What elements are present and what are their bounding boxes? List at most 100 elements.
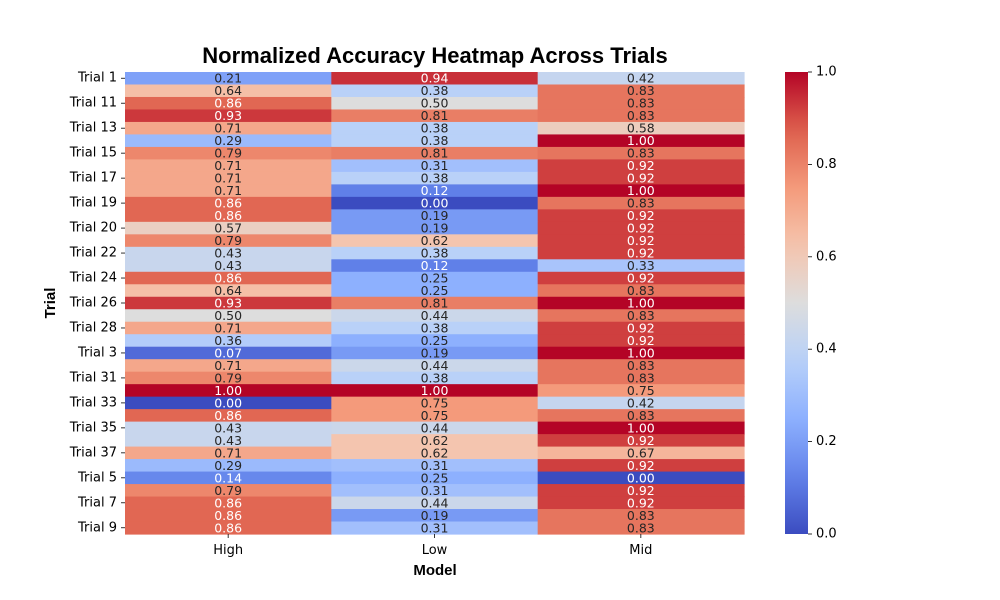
cell-value-label: 0.36 (214, 333, 242, 348)
cell-value-label: 0.00 (214, 395, 242, 410)
heatmap-cell (537, 471, 745, 485)
cell-value-label: 0.44 (421, 308, 449, 323)
heatmap-cell (125, 484, 332, 498)
cell-value-label: 0.92 (627, 495, 655, 510)
heatmap-cell (537, 359, 745, 373)
heatmap-cell (537, 171, 745, 185)
heatmap-cell (331, 321, 539, 335)
cell-value-label: 0.92 (627, 208, 655, 223)
heatmap-cell (125, 471, 332, 485)
cell-value-label: 0.92 (627, 458, 655, 473)
heatmap-cell (331, 359, 539, 373)
cell-value-label: 0.86 (214, 495, 242, 510)
x-tick-label: Mid (629, 543, 652, 558)
colorbar-tick-label: 0.4 (816, 342, 837, 357)
cell-value-label: 0.07 (214, 345, 242, 360)
cell-value-label: 0.38 (421, 370, 449, 385)
colorbar-ticks: 0.0 0.2 0.4 0.6 0.8 1.0 (808, 65, 837, 542)
cell-value-label: 0.79 (214, 233, 242, 248)
heatmap-cell (125, 459, 332, 473)
heatmap-cell (537, 134, 745, 148)
heatmap-cell (125, 146, 332, 161)
cell-value-label: 1.00 (627, 296, 655, 311)
heatmap-cell (125, 209, 332, 223)
heatmap-cell (331, 421, 539, 435)
heatmap-cell (331, 284, 539, 298)
y-tick-label: Trial 37 (69, 445, 117, 460)
x-axis-label: Model (413, 562, 456, 579)
heatmap-cell (331, 434, 539, 448)
heatmap-cell (537, 146, 745, 161)
cell-value-label: 0.57 (214, 221, 242, 236)
y-tick-label: Trial 20 (69, 221, 117, 236)
cell-value-label: 0.38 (421, 320, 449, 335)
heatmap-cell (125, 359, 332, 373)
cell-value-label: 0.86 (214, 196, 242, 211)
cell-value-label: 0.75 (421, 395, 449, 410)
heatmap-cell (125, 259, 332, 273)
cell-value-label: 0.83 (627, 370, 655, 385)
heatmap-cell (537, 484, 745, 498)
cell-value-label: 0.71 (214, 183, 242, 198)
heatmap-cell (331, 196, 539, 210)
heatmap-cell (331, 346, 539, 360)
cell-value-label: 0.81 (421, 146, 449, 161)
y-tick-label: Trial 24 (69, 271, 117, 286)
heatmap-cell (125, 421, 332, 435)
y-tick-label: Trial 31 (69, 370, 117, 385)
heatmap-cell (537, 259, 745, 273)
heatmap-cell (331, 409, 539, 423)
heatmap-cell (125, 309, 332, 323)
cell-value-label: 0.79 (214, 146, 242, 161)
cell-value-label: 0.64 (214, 83, 242, 98)
heatmap-cell (125, 384, 332, 398)
cell-value-label: 0.92 (627, 433, 655, 448)
heatmap-cell (537, 496, 745, 510)
heatmap-cell (331, 72, 539, 86)
heatmap-cell (125, 346, 332, 360)
chart-title: Normalized Accuracy Heatmap Across Trial… (202, 43, 667, 68)
colorbar-tick-label: 0.6 (816, 249, 837, 264)
y-tick-label: Trial 11 (69, 96, 117, 111)
cell-value-label: 0.79 (214, 370, 242, 385)
cell-value-label: 0.29 (214, 133, 242, 148)
heatmap-cell (331, 246, 539, 260)
cell-value-label: 0.25 (421, 283, 449, 298)
heatmap-cell (331, 221, 539, 235)
heatmap-cell (537, 321, 745, 335)
cell-value-label: 0.81 (421, 296, 449, 311)
cell-value-label: 1.00 (627, 345, 655, 360)
cell-value-label: 0.12 (421, 183, 449, 198)
cell-value-label: 0.92 (627, 271, 655, 286)
x-axis-ticks: High Low Mid (213, 534, 652, 558)
heatmap-cell (537, 384, 745, 398)
y-tick-label: Trial 35 (69, 420, 117, 435)
cell-value-label: 0.71 (214, 445, 242, 460)
heatmap-cell (537, 296, 745, 310)
cell-value-label: 0.83 (627, 508, 655, 523)
cell-value-label: 0.43 (214, 433, 242, 448)
heatmap-cell (125, 446, 332, 460)
cell-value-label: 0.83 (627, 308, 655, 323)
cell-value-label: 0.38 (421, 171, 449, 186)
cell-value-label: 0.92 (627, 171, 655, 186)
heatmap-cell (331, 296, 539, 310)
cell-value-label: 0.83 (627, 83, 655, 98)
y-axis-label: Trial (42, 288, 59, 319)
cell-value-label: 0.38 (421, 133, 449, 148)
cell-value-label: 0.83 (627, 283, 655, 298)
cell-value-label: 0.42 (627, 71, 655, 86)
cell-value-label: 0.83 (627, 358, 655, 373)
cell-value-label: 0.92 (627, 158, 655, 173)
heatmap-cell (125, 271, 332, 285)
cell-value-label: 0.93 (214, 296, 242, 311)
y-tick-label: Trial 5 (77, 470, 117, 485)
colorbar (785, 72, 808, 534)
heatmap-cell (125, 84, 332, 98)
cell-value-label: 0.83 (627, 146, 655, 161)
heatmap-cell (331, 96, 539, 111)
cell-value-label: 0.62 (421, 445, 449, 460)
heatmap-cell (125, 371, 332, 385)
cell-value-label: 0.92 (627, 246, 655, 261)
